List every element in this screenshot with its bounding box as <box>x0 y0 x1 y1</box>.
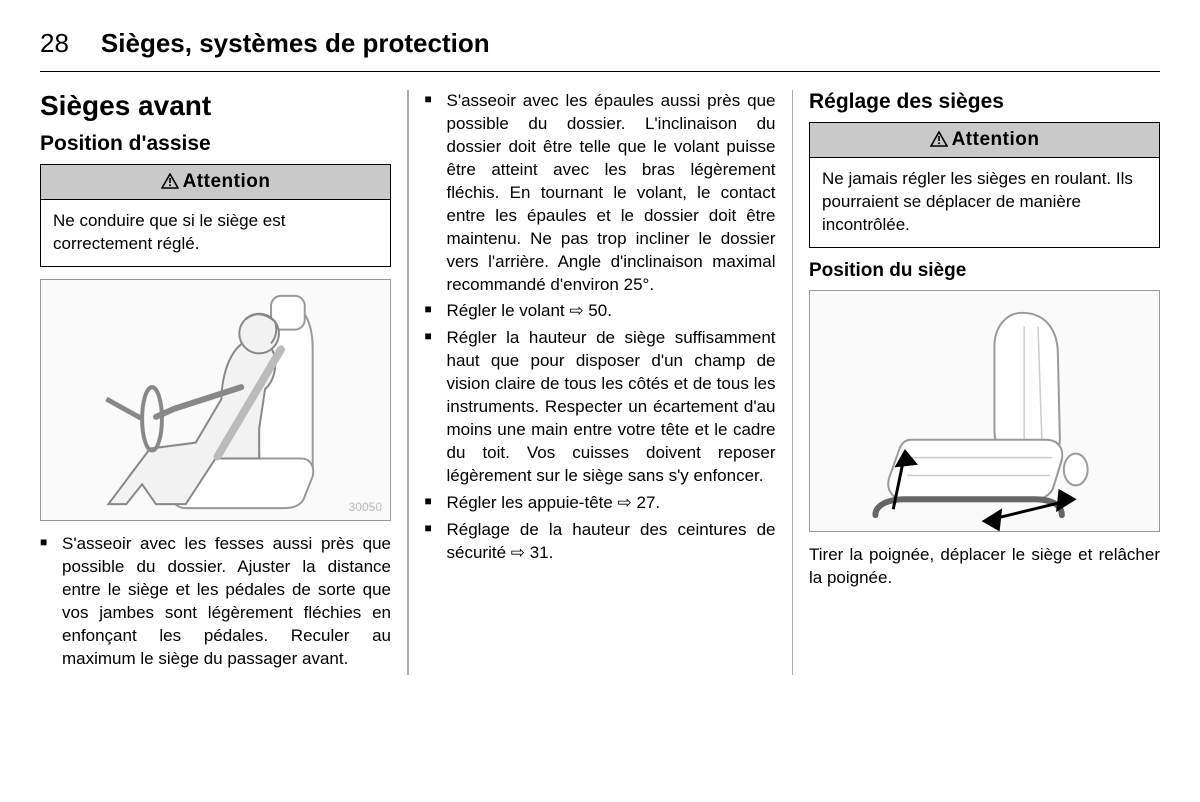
attention-title: Attention <box>810 123 1159 158</box>
driver-posture-illustration <box>41 280 390 520</box>
page-header: 28 Sièges, systèmes de protection <box>40 28 1160 72</box>
attention-body: Ne conduire que si le siège est correcte… <box>41 200 390 266</box>
attention-box: Attention Ne conduire que si le siège es… <box>40 164 391 267</box>
bullet-item: Réglage de la hauteur des ceintures de s… <box>447 519 776 565</box>
attention-label: Attention <box>952 129 1040 150</box>
bullet-item: S'asseoir avec les épaules aussi près qu… <box>447 90 776 296</box>
bullet-list: S'asseoir avec les épaules aussi près qu… <box>425 90 776 565</box>
section-heading: Sièges avant <box>40 90 391 122</box>
column-2: S'asseoir avec les épaules aussi près qu… <box>411 90 790 675</box>
figure-seat-adjust <box>809 290 1160 532</box>
figure-caption: Tirer la poignée, déplacer le siège et r… <box>809 544 1160 590</box>
sub-subsection-heading: Position du siège <box>809 260 1160 282</box>
attention-body: Ne jamais régler les sièges en roulant. … <box>810 158 1159 247</box>
column-divider <box>792 90 794 675</box>
column-3: Réglage des sièges Attention Ne jamais r… <box>795 90 1160 675</box>
subsection-heading: Position d'assise <box>40 132 391 156</box>
bullet-item: S'asseoir avec les fesses aussi près que… <box>62 533 391 671</box>
attention-label: Attention <box>183 171 271 192</box>
seat-adjust-illustration <box>810 291 1159 531</box>
subsection-heading: Réglage des sièges <box>809 90 1160 114</box>
bullet-list: S'asseoir avec les fesses aussi près que… <box>40 533 391 671</box>
bullet-item: Régler la hauteur de siège suffisamment … <box>447 327 776 488</box>
column-divider <box>407 90 409 675</box>
warning-triangle-icon <box>161 173 179 189</box>
content-columns: Sièges avant Position d'assise Attention… <box>40 90 1160 675</box>
chapter-title: Sièges, systèmes de protection <box>101 28 490 59</box>
attention-title: Attention <box>41 165 390 200</box>
page-number: 28 <box>40 28 69 59</box>
figure-driving-position: 30050 <box>40 279 391 521</box>
warning-triangle-icon <box>930 131 948 147</box>
bullet-item: Régler le volant ⇨ 50. <box>447 300 776 323</box>
figure-number: 30050 <box>349 500 382 514</box>
bullet-item: Régler les appuie-tête ⇨ 27. <box>447 492 776 515</box>
attention-box: Attention Ne jamais régler les sièges en… <box>809 122 1160 248</box>
column-1: Sièges avant Position d'assise Attention… <box>40 90 405 675</box>
